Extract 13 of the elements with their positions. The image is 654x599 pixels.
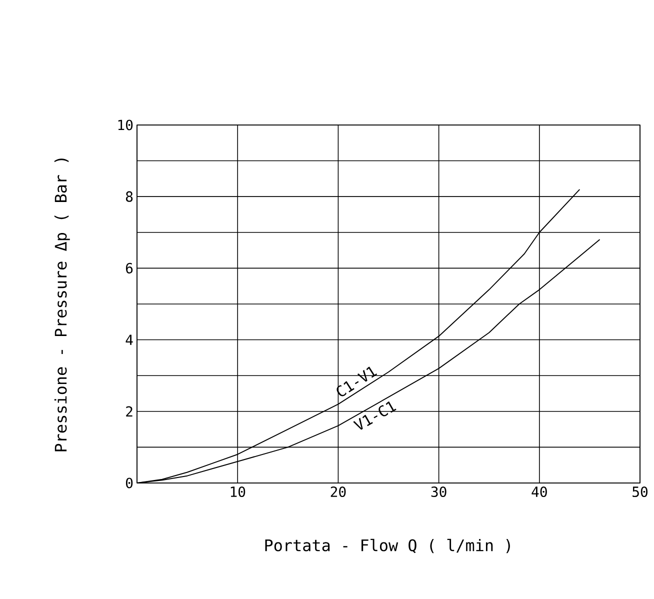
x-tick-label: 30	[431, 486, 446, 498]
y-tick-label: 4	[126, 334, 133, 345]
y-tick-label: 8	[126, 191, 133, 202]
x-tick-label: 40	[532, 486, 547, 498]
y-tick-label: 2	[126, 406, 132, 417]
y-axis-title: Pressione - Pressure Δp ( Bar )	[54, 158, 70, 452]
y-tick-label: 10	[118, 120, 133, 130]
x-tick-label: 10	[230, 486, 246, 498]
x-tick-label: 50	[632, 486, 648, 498]
x-tick-label: 20	[330, 486, 346, 498]
y-tick-label: 6	[126, 262, 133, 274]
y-tick-label: 0	[126, 478, 133, 488]
x-axis-title: Portata - Flow Q ( l/min )	[265, 538, 510, 554]
